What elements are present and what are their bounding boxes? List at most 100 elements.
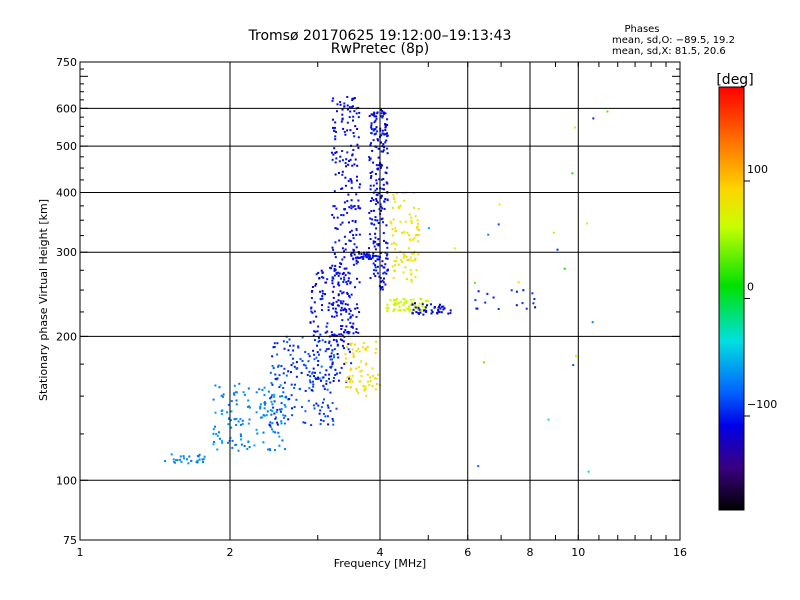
data-point-O-cusp-column [368,159,371,162]
data-point-F-rise-low [261,416,264,419]
data-point-O-cusp-column [373,121,376,124]
data-point-X-trace-column [391,206,394,209]
data-point-X-trace-branch [413,310,416,313]
data-point-F-rise-low [264,403,266,406]
data-point-F-rise-upper [324,350,327,353]
data-point-X-trace-low [376,383,378,385]
data-point-F-rise-mid [311,371,314,374]
data-point-F-rise-mid [304,364,307,367]
data-point-F-rise-mid [280,365,283,367]
data-point-O-cusp-column [386,147,389,150]
data-point-O-cusp-column [374,189,377,192]
data-point-O-trace-column [348,106,351,109]
data-point-O-trace-column [349,110,352,113]
data-point-X-trace-column [403,231,406,234]
data-point-F-rise-low [277,431,280,434]
data-point-O-cusp-column [372,113,375,116]
data-point-sporadic-E-trace [196,459,199,462]
data-point-F-rise-low [212,428,215,431]
data-point-F-rise-upper [321,295,324,298]
data-point-O-cusp-column [372,240,375,243]
data-point-O-trace-column [334,135,337,138]
data-point-X-trace-column [414,234,417,237]
data-point-O-trace-column [334,121,337,124]
data-point-F-rise-mid [307,399,310,402]
data-point-X-trace-column [405,278,408,281]
data-point-F-rise-upper [330,355,333,358]
data-point-O-trace-column [337,283,340,286]
data-point-F-rise-upper [325,348,328,351]
data-point-O-trace-column [331,264,334,267]
data-point-X-trace-column [408,213,411,216]
data-point-F-rise-mid [293,365,296,368]
data-point-O-trace-column [346,283,349,286]
data-point-F-rise-low [237,449,240,452]
data-point-X-trace-branch [386,309,389,312]
data-point-X-trace-low [351,348,354,351]
data-point-F2-spread-outer [515,304,518,307]
data-point-sporadic-E-trace [203,455,206,458]
data-point-F-rise-mid [305,367,308,370]
data-point-O-trace-column [347,332,350,334]
data-point-O-cusp-column [370,126,373,129]
data-point-F-rise-low [262,441,265,444]
data-point-O-cusp-column [380,280,383,283]
data-point-F-rise-low [278,408,281,411]
data-point-F-rise-low [212,432,215,435]
data-point-F-rise-low [271,422,274,425]
data-point-O-trace-column [355,193,358,196]
data-point-F2-spread [449,309,452,312]
data-point-O-trace-column [348,160,351,162]
data-point-O-cusp-column [375,269,378,272]
data-point-X-trace-low [346,376,349,379]
data-point-F-rise-mid [271,355,274,358]
data-point-F-rise-low [247,399,250,402]
data-point-sporadic-E-trace [188,455,191,458]
data-point-F-rise-mid [312,349,315,352]
data-point-O-trace-column [350,187,353,190]
data-point-O-cusp-column [383,112,385,115]
data-point-O-trace-column [353,163,356,166]
data-point-O-trace-column [349,158,352,161]
data-point-O-trace-column [336,216,339,219]
data-point-O-cusp-arc [357,257,360,259]
data-point-F-rise-mid [283,422,286,425]
data-point-F2-spread-outer [531,292,534,295]
data-point-X-trace-low [366,373,369,376]
data-point-F-rise-upper [331,361,334,364]
data-point-O-trace-column [332,97,335,100]
data-point-O-trace-column [355,331,358,334]
data-point-F-rise-mid [307,353,310,355]
data-point-O-cusp-column [384,123,387,126]
data-point-O-cusp-column [369,217,372,220]
data-point-X-trace-column [414,215,417,218]
data-point-X-trace-column [392,218,395,221]
data-point-F-rise-low [248,405,251,408]
data-point-X-trace-column [392,276,395,279]
data-point-X-trace-column [413,259,416,262]
data-point-O-trace-column [352,115,355,118]
data-point-F-rise-low [255,391,258,394]
data-point-O-trace-column [340,328,343,330]
data-point-sporadic-E-trace [173,461,176,464]
data-point-O-cusp-column [374,173,377,175]
data-point-O-cusp-column [377,156,380,159]
data-point-high-freq-scatter [575,355,578,357]
data-point-F-rise-low [270,413,273,416]
data-point-O-cusp-column [381,132,384,135]
data-point-O-cusp-arc [353,253,356,256]
data-point-O-cusp-column [383,277,385,280]
data-point-O-cusp-column [371,197,373,200]
data-point-X-trace-column [402,256,405,259]
data-point-X-trace-branch [409,308,411,311]
data-point-O-cusp-column [375,198,378,200]
data-point-O-cusp-column [382,183,385,186]
data-point-X-trace-branch [400,300,403,303]
data-point-X-trace-column [402,253,405,256]
data-point-F-rise-mid [292,349,295,352]
data-point-O-cusp-column [385,257,388,260]
data-point-O-cusp-column [380,209,383,212]
data-point-O-cusp-column [380,150,383,153]
y-tick-label: 75 [63,534,77,547]
data-point-X-trace-column [397,263,400,266]
